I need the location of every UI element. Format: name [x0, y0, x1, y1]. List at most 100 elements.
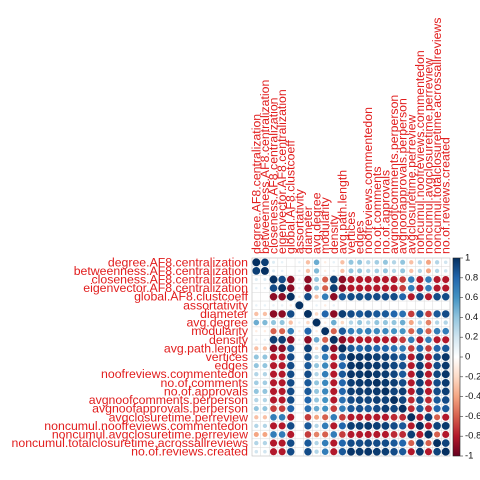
correlation-circle [407, 422, 415, 430]
correlation-circle [270, 413, 277, 421]
correlation-circle [262, 388, 268, 394]
correlation-circle [373, 292, 381, 301]
correlation-circle [373, 275, 381, 284]
correlation-circle [382, 268, 388, 274]
correlation-circle [381, 275, 389, 284]
correlation-circle [442, 413, 450, 421]
correlation-circle [304, 405, 312, 413]
correlation-circle [329, 335, 338, 344]
correlation-circle [424, 422, 433, 430]
correlation-circle [347, 387, 355, 396]
correlation-circle [330, 413, 338, 421]
correlation-circle [398, 379, 407, 387]
correlation-circle [278, 439, 286, 447]
correlation-circle [441, 439, 450, 447]
correlation-circle [390, 344, 398, 352]
correlation-circle [416, 310, 424, 318]
correlation-circle [330, 387, 338, 395]
correlation-circle [390, 370, 398, 379]
correlation-circle [381, 413, 389, 421]
correlation-circle [417, 260, 423, 265]
correlation-circle [441, 421, 450, 430]
correlation-circle [416, 361, 424, 370]
correlation-circle [372, 361, 381, 370]
correlation-circle [338, 370, 347, 378]
correlation-circle [286, 336, 295, 344]
correlation-circle [278, 387, 286, 395]
correlation-circle [442, 327, 450, 335]
correlation-circle [381, 336, 389, 344]
correlation-circle [399, 293, 407, 301]
correlation-circle [347, 310, 355, 318]
correlation-circle [304, 431, 312, 438]
correlation-circle [381, 310, 390, 318]
color-legend: 1 0.8 0.6 0.4 0.2 0 -0.2 -0.4 -0.6 -0.8 -1 [452, 253, 480, 462]
correlation-circle [434, 431, 441, 438]
correlation-circle [278, 275, 286, 284]
correlation-circle [373, 336, 381, 344]
correlation-circle [355, 378, 364, 387]
correlation-circle [286, 361, 295, 370]
column-label: avg.path.length [335, 170, 349, 254]
correlation-circle [278, 405, 286, 412]
correlation-circle [347, 361, 355, 370]
column-label: degree.AF8.centralization [249, 114, 263, 254]
correlation-circle [271, 320, 277, 326]
correlation-circle [442, 336, 450, 344]
correlation-circle [298, 321, 301, 324]
correlation-circle [269, 275, 278, 284]
correlation-circle [321, 327, 330, 336]
correlation-circle [269, 379, 278, 387]
correlation-circle [347, 336, 355, 344]
correlation-circle [433, 336, 441, 344]
row-label: density [209, 333, 249, 347]
column-label: density [327, 214, 341, 254]
correlation-circle [433, 439, 442, 448]
column-label: global.AF8.clustcoeff [284, 139, 298, 254]
correlation-circle [330, 422, 338, 430]
correlation-circle [434, 414, 441, 421]
correlation-circle [253, 431, 259, 437]
column-label: noncumul.noofreviews.commentedon [413, 50, 427, 254]
correlation-circle [330, 344, 338, 353]
correlation-circle [262, 397, 268, 403]
correlation-circle [364, 275, 372, 284]
legend-tick-label: 0.2 [465, 332, 478, 343]
correlation-circle [390, 396, 399, 405]
correlation-circle [263, 304, 267, 307]
correlation-circle [314, 312, 319, 316]
row-label: noofreviews.commentedon [101, 367, 248, 381]
column-label: avg.degree [310, 192, 324, 254]
correlation-circle [391, 268, 397, 274]
correlation-circle [304, 275, 312, 284]
correlation-circle [356, 413, 364, 421]
column-label: betweenness.AF8.centralization [258, 80, 272, 254]
correlation-circle [372, 396, 381, 404]
column-label: avgnoofapprovals.perperson [396, 98, 410, 254]
correlation-circle [269, 439, 278, 447]
correlation-circle [416, 378, 424, 387]
column-label: avgnoofcomments.perperson [387, 95, 401, 254]
legend-tick-label: 0.4 [465, 312, 478, 323]
legend-tick-label: -0.2 [465, 371, 480, 382]
correlation-circle [338, 310, 347, 318]
correlation-circle [390, 431, 398, 438]
correlation-circle [255, 338, 258, 342]
correlation-circle [407, 387, 415, 395]
correlation-circle [304, 292, 312, 301]
correlation-circle [381, 378, 390, 387]
correlation-circle [253, 354, 259, 360]
correlation-circle [287, 413, 295, 421]
correlation-circle [364, 387, 373, 396]
correlation-circle [390, 361, 398, 370]
correlation-circle [364, 327, 372, 335]
correlation-circle [355, 447, 364, 456]
row-label: diameter [200, 307, 248, 321]
correlation-circle [330, 292, 338, 301]
correlation-circle [433, 396, 441, 404]
correlation-circle [262, 346, 268, 351]
correlation-circle [330, 439, 338, 447]
correlation-circle [269, 292, 278, 301]
correlation-circle [400, 268, 406, 274]
correlation-circle [263, 329, 267, 333]
